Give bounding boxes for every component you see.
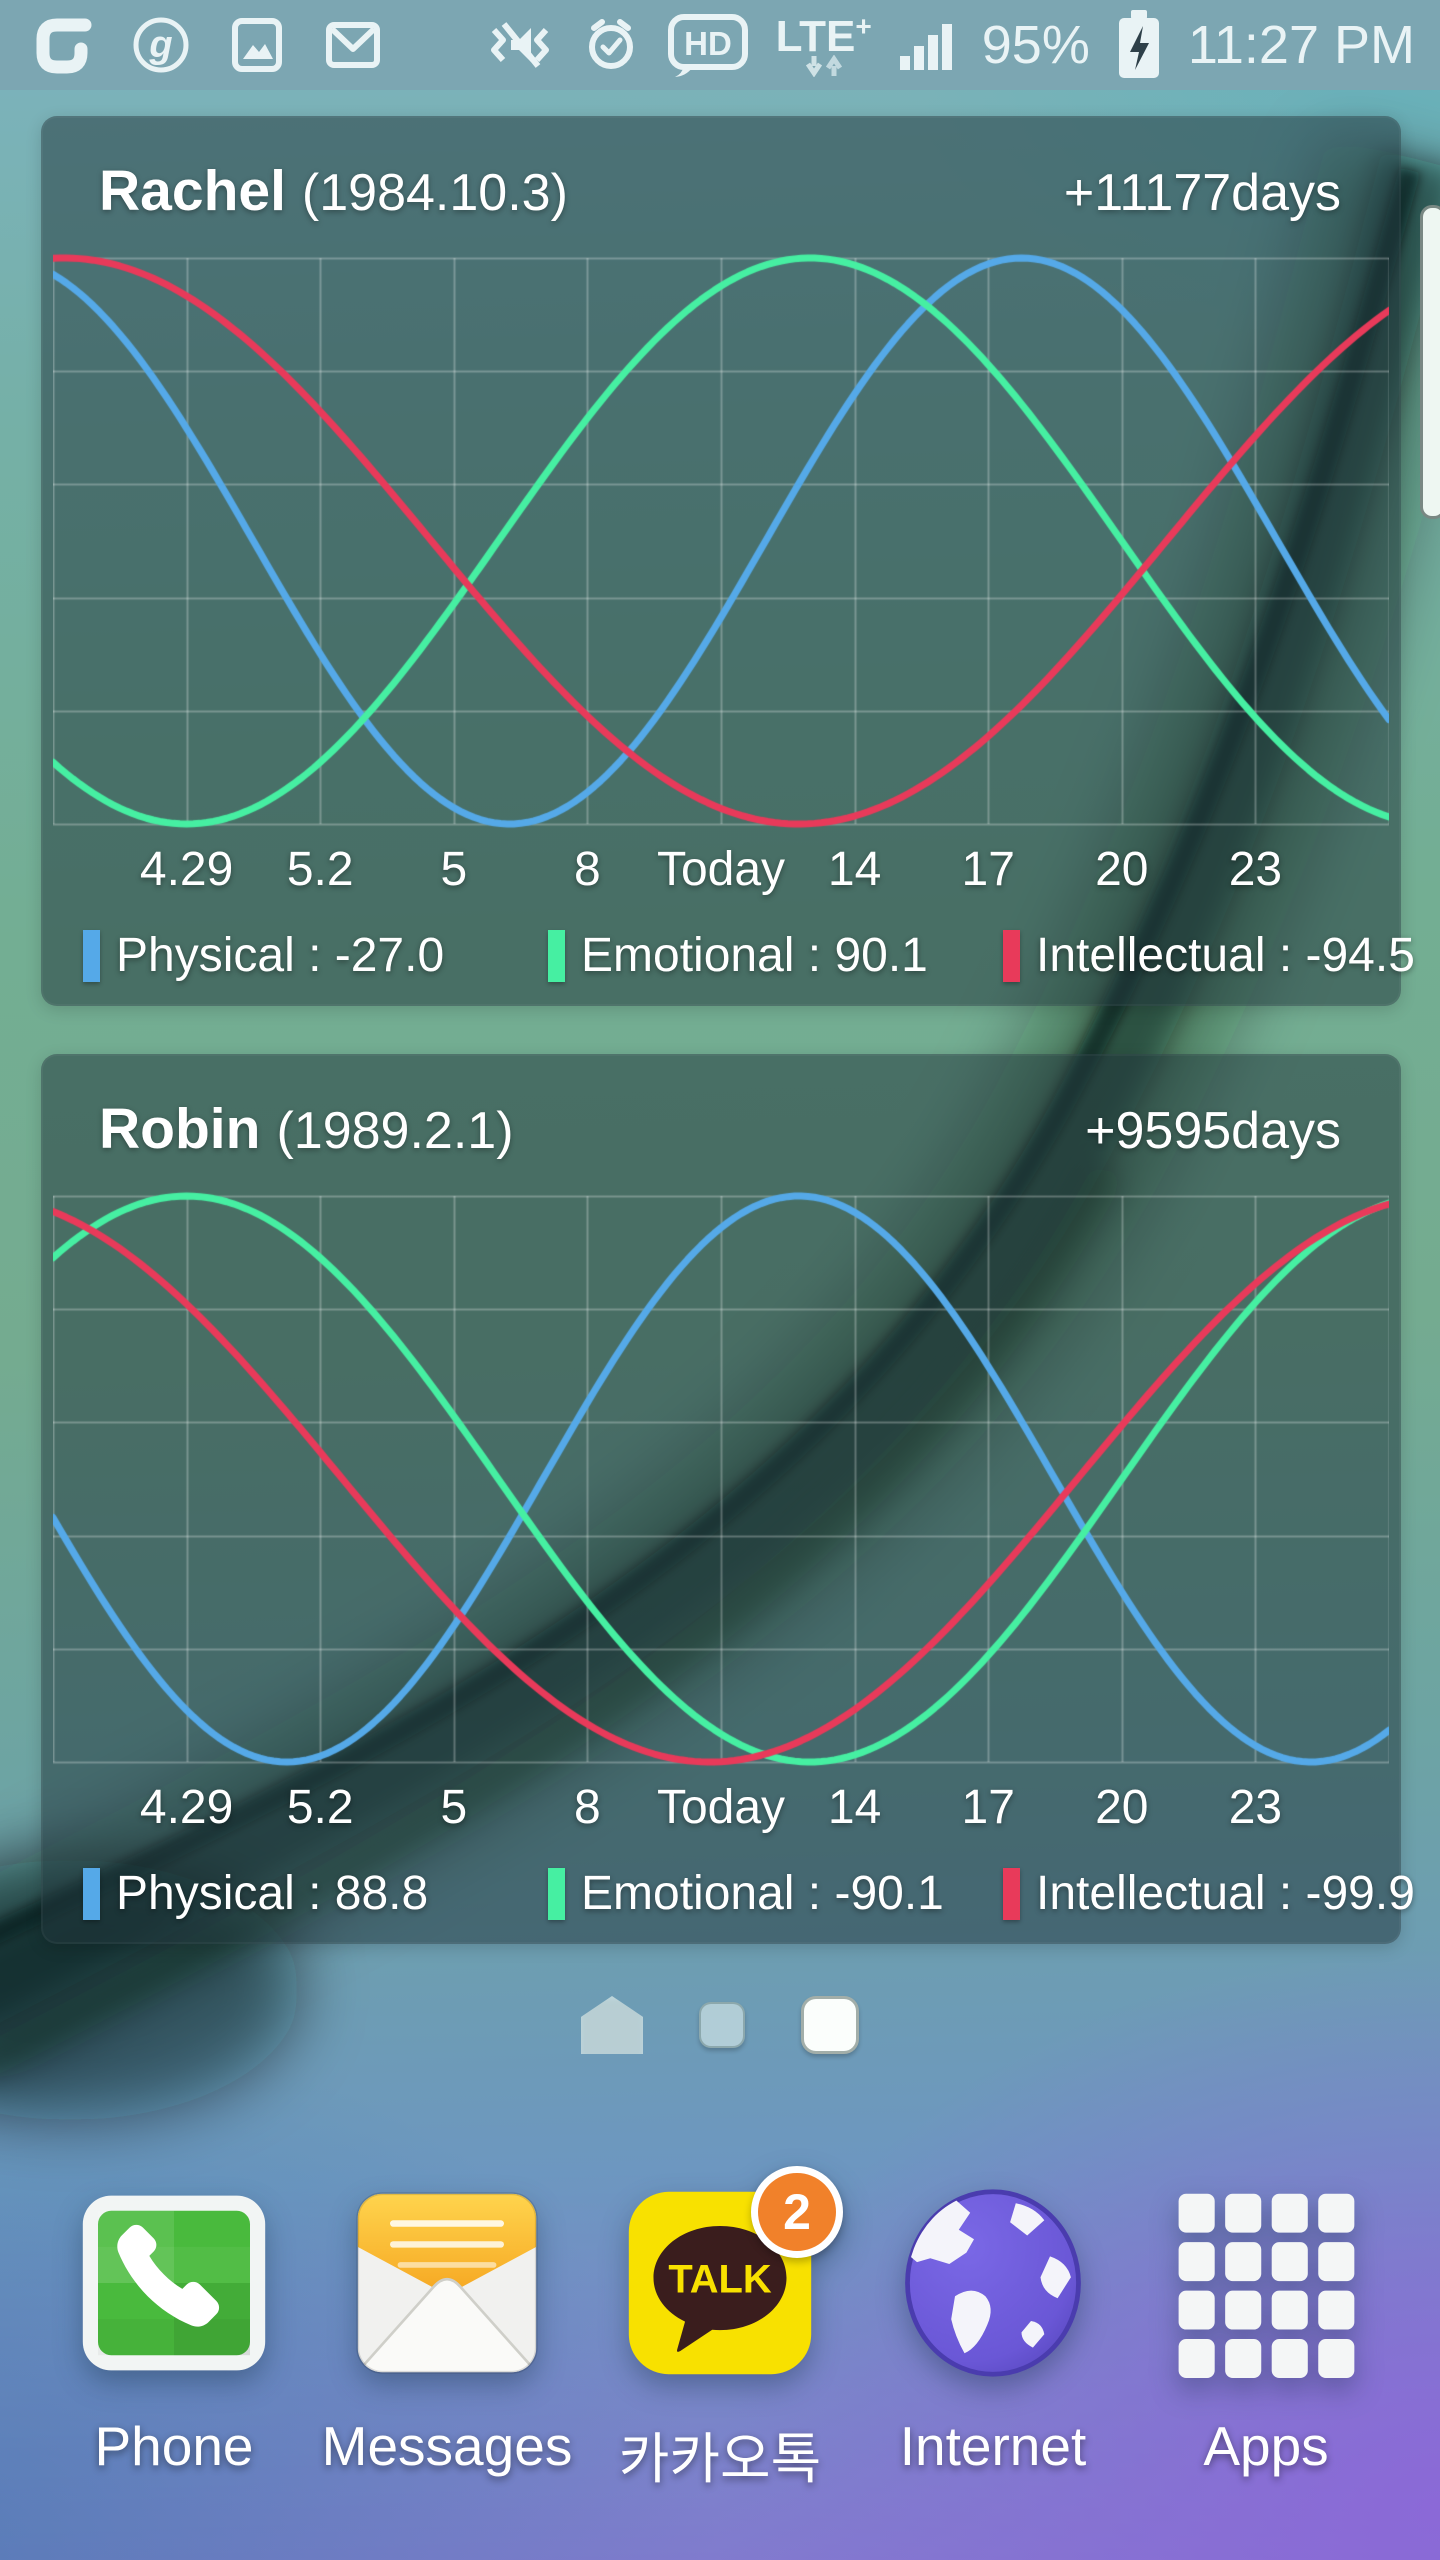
dock-label: Phone: [94, 2415, 254, 2477]
x-axis-label: 8: [574, 843, 601, 896]
x-axis-labels: 4.29 5.2 5 8 Today 14 17 20 23: [53, 836, 1389, 900]
days-alive: +9595days: [1085, 1102, 1341, 1160]
battery-charging-icon: [1118, 10, 1159, 78]
page-dot[interactable]: [699, 2002, 745, 2048]
network-plus-label: +: [855, 10, 872, 42]
biorhythm-chart-canvas: [53, 1186, 1389, 1772]
phone-icon: [79, 2188, 269, 2378]
x-axis-label: Today: [656, 843, 786, 896]
widget-header: Rachel (1984.10.3) +11177days: [41, 116, 1401, 224]
person-name: Rachel: [99, 159, 286, 223]
signal-strength-icon: [899, 24, 952, 70]
clock-label: 11:27 PM: [1187, 15, 1415, 75]
legend-item: Emotional : 90.1: [548, 928, 928, 983]
lte-plus-icon: LTE+: [775, 10, 872, 78]
chart-legend: Physical : -27.0 Emotional : 90.1 Intellec…: [53, 906, 1415, 1026]
biorhythm-widget-robin[interactable]: Robin (1989.2.1) +9595days 4.29 5.2 5 8 Toda…: [41, 1054, 1415, 1944]
gallery-screenshot-icon: [232, 18, 282, 72]
x-axis-label: 5: [440, 1781, 468, 1834]
legend-swatch: [1003, 1867, 1020, 1920]
legend-swatch: [548, 929, 565, 982]
biorhythm-widget-rachel[interactable]: Rachel (1984.10.3) +11177days 4.29 5.2 5 8 T…: [41, 116, 1415, 1006]
x-axis-label: 20: [1095, 843, 1149, 896]
x-axis-label: 23: [1228, 1781, 1283, 1834]
widget-header: Robin (1989.2.1) +9595days: [41, 1054, 1401, 1162]
data-activity-arrows-icon: [805, 55, 842, 78]
legend-swatch: [83, 1867, 100, 1920]
widget-scroll-handle[interactable]: [1420, 205, 1440, 519]
x-axis-label: 5.2: [286, 1781, 354, 1834]
battery-percent-label: 95%: [981, 15, 1090, 75]
x-axis-label: 14: [827, 843, 882, 896]
dock-label: Internet: [899, 2415, 1087, 2477]
notification-icons: g: [0, 13, 383, 77]
x-axis-label: 14: [827, 1781, 882, 1834]
legend-swatch: [83, 929, 100, 982]
chart-legend: Physical : 88.8 Emotional : -90.1 Intellec…: [53, 1844, 1415, 1964]
legend-label: Physical : 88.8: [116, 1867, 429, 1920]
dock-item-kakaotalk[interactable]: TALK 2 카카오톡: [584, 2160, 857, 2494]
vibrate-mute-icon: [490, 22, 549, 68]
legend-swatch: [548, 1867, 565, 1920]
x-axis-label: 5.2: [286, 843, 354, 896]
legend-label: Emotional : 90.1: [581, 929, 928, 982]
x-axis-label: Today: [656, 1781, 786, 1834]
x-axis-label: 5: [440, 843, 468, 896]
days-alive: +11177days: [1063, 164, 1341, 222]
alarm-icon: [588, 19, 633, 69]
dock: Phone: [0, 2160, 1440, 2494]
status-bar: g: [0, 0, 1440, 90]
system-status-icons: HD LTE+ 95% 11:27 PM: [484, 10, 1440, 80]
x-axis-label: 17: [961, 1781, 1015, 1834]
legend-swatch: [1003, 929, 1020, 982]
legend-item: Emotional : -90.1: [548, 1866, 944, 1921]
birth-date: (1984.10.3): [301, 164, 568, 222]
internet-globe-icon: [898, 2188, 1088, 2378]
google-g-icon: g: [133, 17, 189, 73]
x-axis-label: 4.29: [139, 843, 234, 896]
messages-icon: [352, 2188, 542, 2378]
birth-date: (1989.2.1): [276, 1102, 514, 1160]
dock-item-apps[interactable]: Apps: [1130, 2160, 1403, 2494]
legend-item: Physical : 88.8: [83, 1866, 428, 1921]
gmail-icon: [326, 22, 380, 68]
kakaotalk-icon: TALK 2: [625, 2166, 843, 2378]
legend-label: Intellectual : -94.5: [1036, 929, 1415, 982]
legend-label: Physical : -27.0: [116, 929, 445, 982]
dock-label: Messages: [321, 2415, 573, 2477]
legend-label: Intellectual : -99.9: [1036, 1867, 1415, 1920]
x-axis-label: 20: [1095, 1781, 1149, 1834]
home-page-icon[interactable]: [581, 1996, 643, 2054]
dock-label: Apps: [1203, 2415, 1329, 2477]
page-dot-current[interactable]: [801, 1996, 859, 2054]
person-name: Robin: [99, 1097, 261, 1161]
dock-item-messages[interactable]: Messages: [311, 2160, 584, 2494]
hd-voice-icon: HD: [667, 14, 748, 77]
dock-item-phone[interactable]: Phone: [38, 2160, 311, 2494]
notification-badge: 2: [751, 2166, 843, 2258]
x-axis-label: 17: [961, 843, 1015, 896]
svg-text:g: g: [148, 24, 172, 66]
svg-text:TALK: TALK: [668, 2258, 772, 2302]
dock-item-internet[interactable]: Internet: [857, 2160, 1130, 2494]
network-type-label: LTE: [775, 12, 856, 62]
home-page-indicator: [0, 1990, 1440, 2060]
x-axis-label: 23: [1228, 843, 1283, 896]
legend-label: Emotional : -90.1: [581, 1867, 944, 1920]
legend-item: Physical : -27.0: [83, 928, 444, 983]
x-axis-label: 8: [574, 1781, 601, 1834]
legend-item: Intellectual : -94.5: [1003, 928, 1415, 983]
dock-label: 카카오톡: [618, 2428, 822, 2490]
x-axis-labels: 4.29 5.2 5 8 Today 14 17 20 23: [53, 1774, 1389, 1838]
biorhythm-chart-canvas: [53, 248, 1389, 834]
apps-grid-icon: [1171, 2188, 1361, 2378]
legend-item: Intellectual : -99.9: [1003, 1866, 1415, 1921]
x-axis-label: 4.29: [139, 1781, 234, 1834]
galaxy-app-icon: [36, 18, 92, 74]
svg-text:HD: HD: [684, 25, 732, 62]
